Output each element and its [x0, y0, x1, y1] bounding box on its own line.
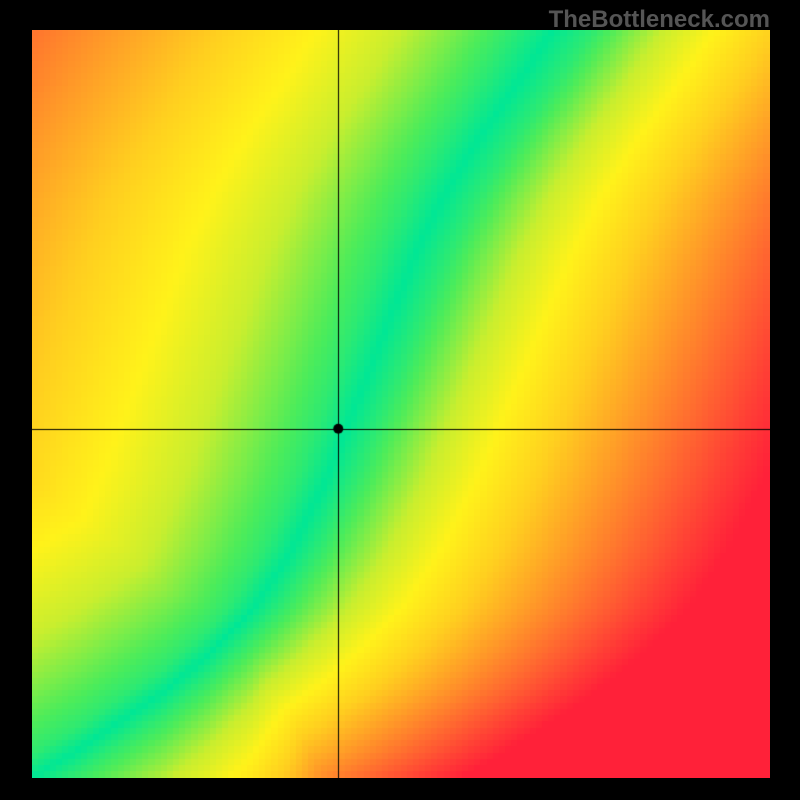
- chart-container: TheBottleneck.com: [0, 0, 800, 800]
- bottleneck-heatmap: [32, 30, 770, 778]
- watermark-text: TheBottleneck.com: [549, 6, 770, 34]
